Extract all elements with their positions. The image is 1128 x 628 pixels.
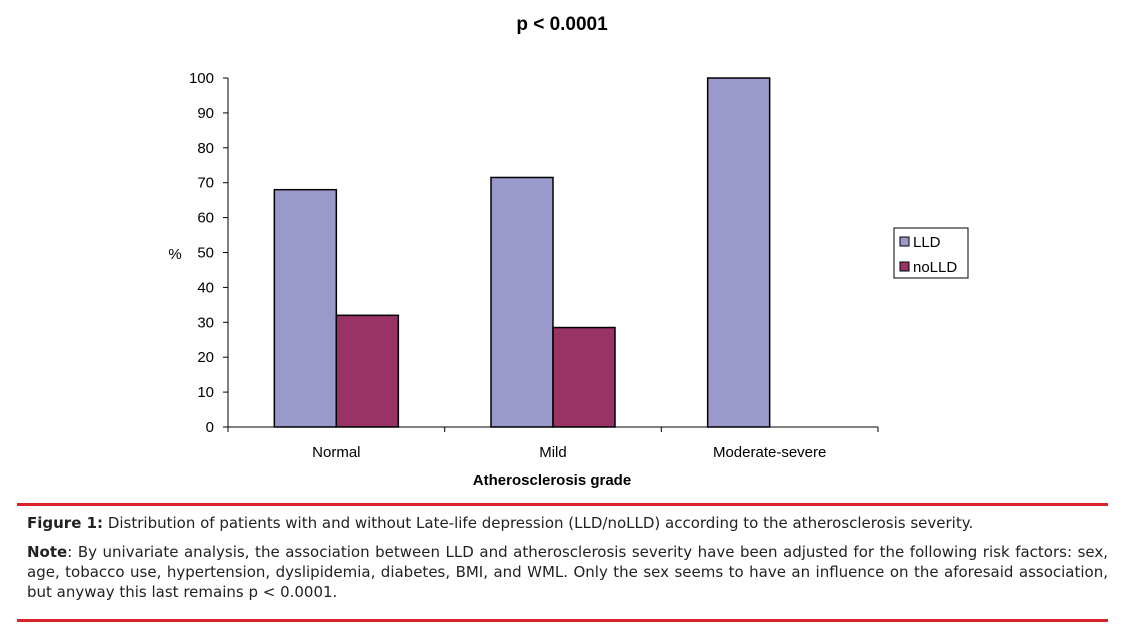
y-tick-label: 50 bbox=[197, 245, 214, 262]
y-tick-label: 10 bbox=[197, 384, 214, 401]
x-tick-label: Normal bbox=[312, 444, 360, 461]
y-tick-label: 30 bbox=[197, 314, 214, 331]
y-tick-label: 0 bbox=[206, 419, 214, 436]
y-tick-label: 100 bbox=[189, 70, 214, 87]
bar-lld-normal bbox=[273, 188, 338, 428]
note-text: : By univariate analysis, the associatio… bbox=[27, 543, 1108, 601]
y-axis-label: % bbox=[168, 246, 181, 263]
legend-label-lld: LLD bbox=[913, 234, 941, 251]
y-tick-label: 60 bbox=[197, 210, 214, 227]
legend-swatch-nolld bbox=[899, 261, 910, 272]
x-tick-label: Mild bbox=[539, 444, 567, 461]
y-tick-label: 90 bbox=[197, 105, 214, 122]
x-tick-label: Moderate-severe bbox=[713, 444, 826, 461]
legend-label-nolld: noLLD bbox=[913, 259, 957, 276]
caption-top-rule bbox=[17, 503, 1108, 506]
caption-bottom-rule bbox=[17, 619, 1108, 622]
note-caption: Note: By univariate analysis, the associ… bbox=[27, 542, 1108, 602]
bar-chart: p < 0.0001 % Atherosclerosis grade 0 10 20… bbox=[168, 14, 969, 489]
x-axis-label: Atherosclerosis grade bbox=[473, 472, 631, 489]
bar-lld-moderate-severe bbox=[706, 77, 771, 428]
bar-nolld-mild bbox=[552, 326, 616, 428]
figure-text: Distribution of patients with and withou… bbox=[103, 514, 974, 532]
y-tick-label: 80 bbox=[197, 140, 214, 157]
chart-title: p < 0.0001 bbox=[516, 14, 608, 35]
legend: LLD noLLD bbox=[893, 227, 969, 279]
figure-label: Figure 1: bbox=[27, 514, 104, 532]
y-tick-label: 70 bbox=[197, 175, 214, 192]
figure-caption: Figure 1: Distribution of patients with … bbox=[27, 513, 1108, 533]
bar-lld-mild bbox=[490, 176, 554, 428]
y-tick-label: 20 bbox=[197, 349, 214, 366]
bar-nolld-normal bbox=[335, 314, 400, 428]
legend-swatch-lld bbox=[899, 236, 910, 247]
note-label: Note bbox=[27, 543, 68, 561]
y-tick-label: 40 bbox=[197, 279, 214, 296]
